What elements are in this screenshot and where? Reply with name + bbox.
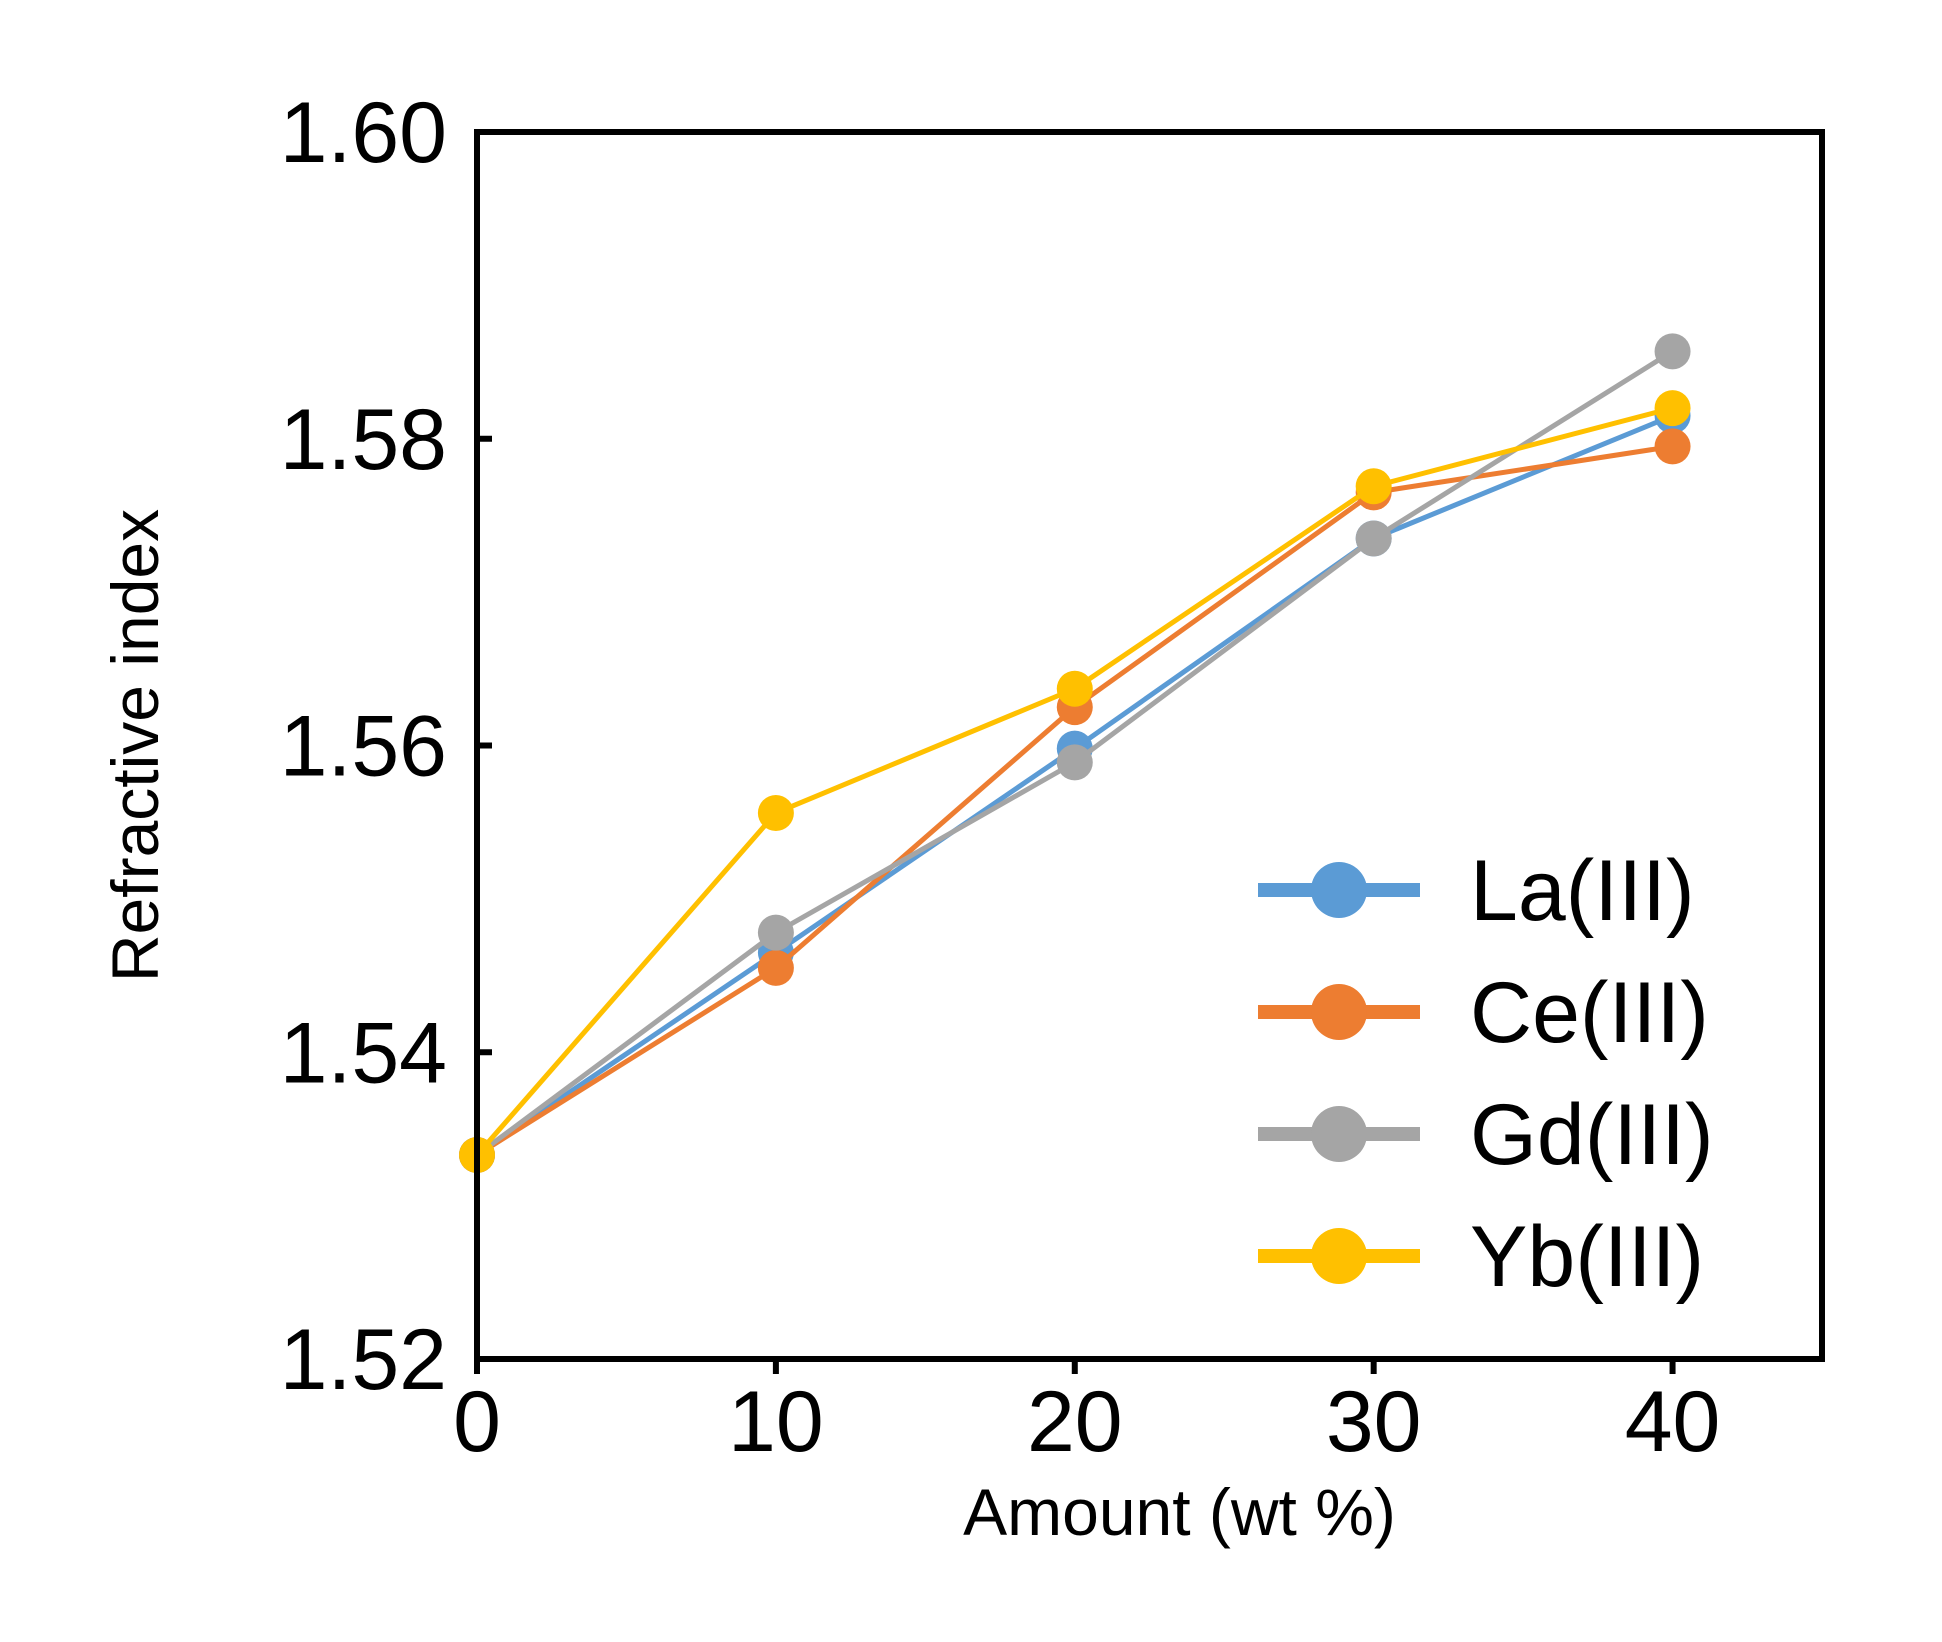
y-tick-label: 1.58	[280, 392, 447, 488]
x-tick-label: 0	[453, 1374, 501, 1470]
x-tick-label: 10	[728, 1374, 824, 1470]
data-point	[757, 949, 794, 986]
legend-swatch-marker	[1311, 1228, 1367, 1284]
y-tick-label: 1.60	[280, 85, 447, 181]
legend-swatch-marker	[1311, 1106, 1367, 1162]
series-ceiii	[459, 428, 1691, 1174]
legend-label: La(III)	[1470, 843, 1695, 939]
y-tick-label: 1.52	[280, 1312, 447, 1408]
legend: La(III) Ce(III) Gd(III) Yb(III)	[1258, 843, 1714, 1305]
y-axis-label: Refractive index	[98, 509, 172, 982]
data-point	[757, 794, 794, 831]
data-point	[1355, 468, 1392, 505]
x-tick-label: 30	[1326, 1374, 1422, 1470]
legend-label: Gd(III)	[1470, 1087, 1714, 1183]
x-tick-label: 40	[1625, 1374, 1721, 1470]
x-tick-label: 20	[1027, 1374, 1123, 1470]
series-layer	[459, 333, 1691, 1174]
legend-item: Ce(III)	[1258, 965, 1709, 1061]
data-point	[1654, 390, 1691, 427]
data-point	[1654, 428, 1691, 465]
data-point	[1654, 333, 1691, 370]
legend-swatch-marker	[1311, 862, 1367, 918]
legend-label: Yb(III)	[1470, 1209, 1704, 1305]
data-point	[1355, 520, 1392, 557]
legend-item: La(III)	[1258, 843, 1695, 939]
y-tick-label: 1.56	[280, 699, 447, 795]
series-ybiii	[459, 390, 1691, 1174]
data-point	[1056, 744, 1093, 781]
data-point	[757, 914, 794, 951]
y-tick-label: 1.54	[280, 1005, 447, 1101]
legend-label: Ce(III)	[1470, 965, 1709, 1061]
legend-item: Gd(III)	[1258, 1087, 1714, 1183]
legend-swatch-marker	[1311, 984, 1367, 1040]
x-axis-label: Amount (wt %)	[963, 1475, 1396, 1549]
data-point	[1056, 670, 1093, 707]
legend-item: Yb(III)	[1258, 1209, 1704, 1305]
tick-layer: 1.52 1.54 1.56 1.58 1.60 0 10 20 30 40	[280, 85, 1721, 1470]
